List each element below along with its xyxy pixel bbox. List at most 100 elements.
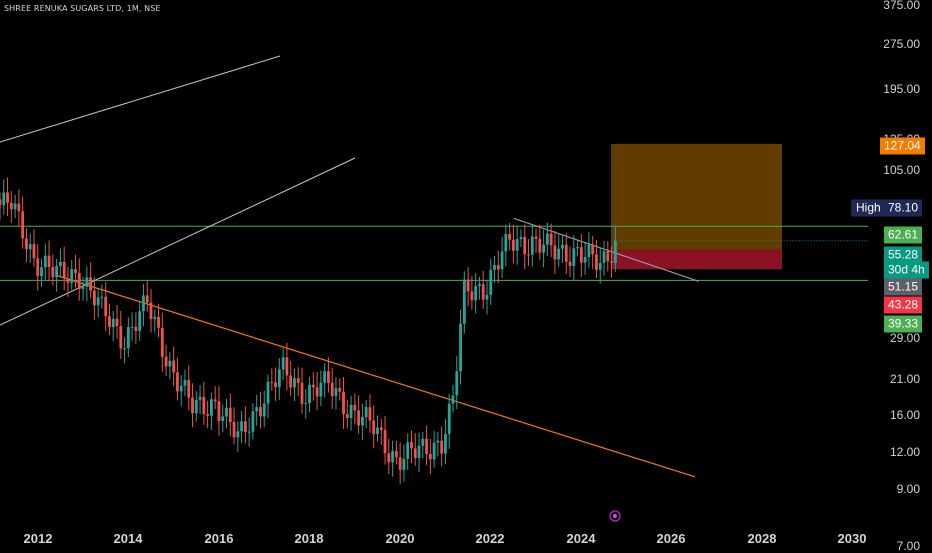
candle-body <box>213 399 217 402</box>
candle-body <box>179 385 183 392</box>
candle-body <box>342 391 345 415</box>
candle-body <box>413 448 417 458</box>
symbol-title[interactable]: SHREE RENUKA SUGARS LTD, 1M, NSE <box>4 4 161 13</box>
candle-body <box>6 192 9 203</box>
candle-body <box>500 251 504 270</box>
candle-body <box>157 316 160 328</box>
channel-line-upper <box>0 55 281 143</box>
level-lower-badge: 39.33 <box>884 315 923 333</box>
candle-body <box>138 311 142 331</box>
candle-body <box>296 378 300 383</box>
candle-body <box>553 245 557 260</box>
drawing-layer <box>0 55 868 478</box>
candle-body <box>379 427 383 431</box>
candle-body <box>247 431 251 433</box>
candle-body <box>315 387 319 397</box>
candle-body <box>100 296 104 298</box>
candle-body <box>357 410 361 426</box>
time-axis[interactable]: 2012 2014 2016 2018 2020 2022 2024 2026 … <box>0 526 868 550</box>
candle-body <box>228 407 232 422</box>
price-tick: 195.00 <box>883 82 920 96</box>
candle-body <box>108 316 111 328</box>
candle-body <box>43 255 47 268</box>
candle-body <box>123 348 126 350</box>
candle-body <box>466 279 470 292</box>
candle-body <box>240 421 243 432</box>
candle-body <box>77 273 81 290</box>
candle-body <box>25 238 28 250</box>
candle-body <box>361 417 364 426</box>
candle-body <box>119 325 123 349</box>
candle-body <box>440 440 444 454</box>
candle-body <box>376 427 379 435</box>
year-label: 2024 <box>566 531 596 546</box>
candle-body <box>59 261 62 267</box>
candle-body <box>538 238 542 253</box>
candle-body <box>474 286 478 301</box>
candle-body <box>164 356 168 367</box>
price-scale[interactable]: 375.00 275.00 195.00 135.00 105.00 29.00… <box>868 0 932 553</box>
candle-body <box>508 233 512 240</box>
candle-body <box>206 413 210 416</box>
candle-body <box>115 318 119 326</box>
position-tool-layer <box>611 143 782 270</box>
stop-price-badge: 43.28 <box>884 296 923 314</box>
candle-body <box>394 451 398 458</box>
candle-body <box>104 296 108 317</box>
candle-body <box>21 211 25 239</box>
candle-body <box>519 236 523 240</box>
candle-body <box>9 202 13 210</box>
candle-body <box>194 399 198 414</box>
target-price-badge: 127.04 <box>880 137 925 155</box>
candle-body <box>62 261 66 279</box>
candle-body <box>368 407 372 421</box>
candle-body <box>583 257 587 263</box>
candle-body <box>587 244 591 258</box>
year-label: 2026 <box>656 531 686 546</box>
candle-body <box>126 327 130 349</box>
candle-body <box>436 440 440 443</box>
candle-body <box>74 269 77 274</box>
candle-body <box>493 265 496 270</box>
year-label: 2014 <box>113 531 143 546</box>
candle-body <box>153 316 157 320</box>
candle-body <box>130 326 134 328</box>
candle-body <box>85 277 89 287</box>
year-label: 2030 <box>837 531 867 546</box>
candle-body <box>308 384 311 404</box>
candle-body <box>470 291 474 301</box>
high-price-badge: 78.10 <box>884 199 923 217</box>
candle-body <box>210 399 213 416</box>
candle-body <box>47 255 51 268</box>
candle-body <box>145 295 149 303</box>
candle-body <box>515 239 519 251</box>
candle-body <box>70 269 74 283</box>
candle-body <box>251 411 255 432</box>
candle-body <box>406 442 410 459</box>
candle-body <box>542 244 545 253</box>
candle-body <box>564 244 568 262</box>
event-marker-icon <box>609 510 621 522</box>
candle-body <box>274 382 277 388</box>
candle-body <box>557 248 561 260</box>
candle-body <box>172 360 176 373</box>
price-tick: 12.00 <box>889 445 920 459</box>
candle-body <box>428 454 432 460</box>
candle-body <box>534 236 538 239</box>
candle-body <box>36 258 40 276</box>
year-label: 2018 <box>294 531 324 546</box>
candle-body <box>289 375 293 388</box>
candle-body <box>32 244 36 259</box>
candle-body <box>345 414 349 418</box>
candle-body <box>444 434 447 454</box>
candle-body <box>66 278 70 283</box>
price-tick: 21.00 <box>889 372 920 386</box>
price-tick: 7.00 <box>896 539 920 553</box>
candle-body <box>262 403 266 417</box>
candle-body <box>134 326 138 331</box>
year-label: 2028 <box>747 531 777 546</box>
candle-body <box>591 244 595 255</box>
candle-body <box>255 407 259 412</box>
candle-body <box>198 396 202 400</box>
